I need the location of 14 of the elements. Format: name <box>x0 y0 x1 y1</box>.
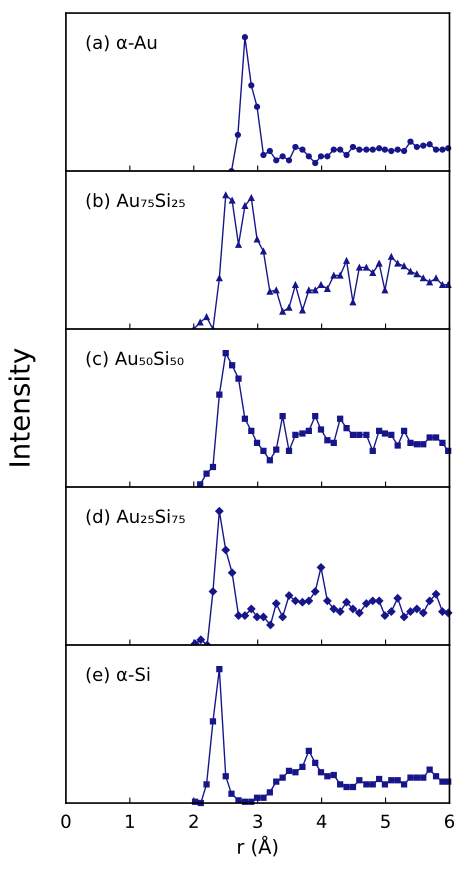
x-tick-label: 4 <box>316 814 326 828</box>
x-tick-label: 5 <box>381 814 390 828</box>
annotation: (c) Au₅₀Si₅₀ <box>86 351 184 368</box>
annotation: (a) α-Au <box>86 35 156 52</box>
x-axis-title: r (Å) <box>238 836 278 856</box>
x-tick-label: 2 <box>189 814 198 828</box>
x-tick-label: 1 <box>126 814 134 828</box>
annotation: (d) Au₂₅Si₇₅ <box>86 509 185 526</box>
x-tick-label: 6 <box>444 814 454 828</box>
x-tick-label: 3 <box>253 814 262 828</box>
annotation: (b) Au₇₅Si₂₅ <box>86 193 185 210</box>
y-axis-title: Intensity <box>8 348 36 466</box>
annotation: (e) α-Si <box>86 667 150 684</box>
x-tick-label: 0 <box>61 814 70 828</box>
